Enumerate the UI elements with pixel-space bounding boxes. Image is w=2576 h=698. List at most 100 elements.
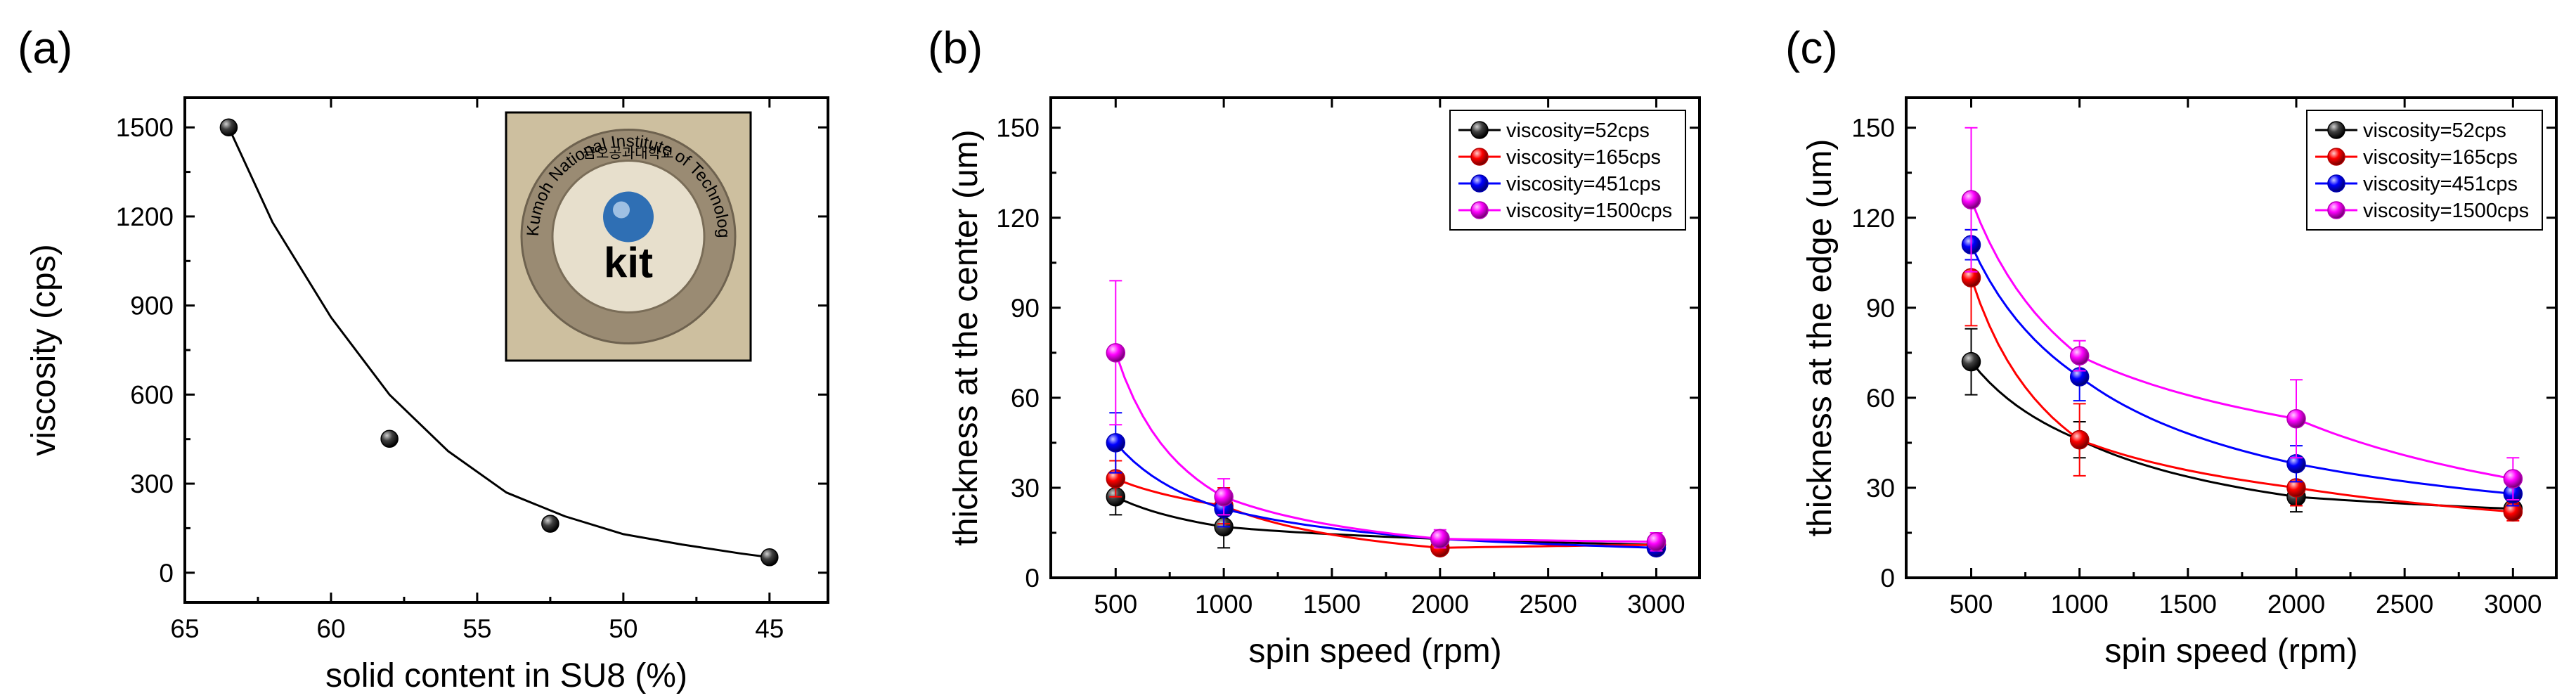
data-point xyxy=(1106,433,1126,453)
x-tick-label: 1000 xyxy=(2051,590,2109,619)
x-axis-title: spin speed (rpm) xyxy=(1248,633,1501,670)
y-axis-title: thickness at the edge (um) xyxy=(1801,139,1839,537)
panel-label: (c) xyxy=(1785,22,1838,73)
y-tick-label: 60 xyxy=(1866,384,1895,413)
data-point xyxy=(2069,346,2090,366)
fit-curve xyxy=(1970,277,2513,513)
seal-drop-highlight xyxy=(613,201,630,219)
y-tick-label: 30 xyxy=(1866,474,1895,503)
x-tick-label: 50 xyxy=(609,614,637,643)
chart-panel-c: (c) 500 1000 1500 2000 2500 3000 0 30 60 90 120 150 s… xyxy=(1785,22,2558,670)
y-axis-title: viscosity (cps) xyxy=(25,244,63,455)
chart-panel-a: (a) 65 60 55 50 45 0 300 600 900 1200 1500 solid con… xyxy=(0,0,829,694)
data-point xyxy=(2503,469,2523,489)
legend-label: viscosity=1500cps xyxy=(2363,200,2529,222)
fit-curve xyxy=(228,127,770,559)
y-tick-label: 150 xyxy=(996,114,1040,143)
y-tick-label: 300 xyxy=(130,470,174,498)
legend-label: viscosity=165cps xyxy=(1506,146,1661,169)
y-tick-label: 0 xyxy=(159,559,174,588)
x-tick-label: 3000 xyxy=(1627,590,1685,619)
fit-curve xyxy=(1114,352,1657,543)
seal-kit-text: kit xyxy=(604,240,653,287)
seal-top-text: 금오공과대학교 xyxy=(583,146,674,162)
legend-marker xyxy=(1470,148,1489,166)
legend-label: viscosity=451cps xyxy=(1506,173,1661,195)
data-point xyxy=(1961,190,1981,209)
inset-logo: Kumoh National Institute of Technology금오… xyxy=(0,0,752,362)
series-viscosity=1500cps xyxy=(1106,280,1666,552)
y-tick-label: 120 xyxy=(996,204,1040,233)
y-tick-label: 0 xyxy=(1880,564,1895,593)
x-tick-label: 60 xyxy=(316,614,345,643)
legend: viscosity=52cps viscosity=165cps viscosity… xyxy=(2306,110,2543,231)
seal-blue-drop xyxy=(603,191,654,243)
legend: viscosity=52cps viscosity=165cps viscosity… xyxy=(1449,110,1686,231)
fit-curve xyxy=(1115,496,1657,546)
data-point xyxy=(1106,343,1126,363)
x-tick-label: 1000 xyxy=(1195,590,1253,619)
plot-frame xyxy=(1905,96,2558,579)
y-tick-label: 90 xyxy=(1011,294,1040,323)
legend-label: viscosity=52cps xyxy=(2363,119,2506,142)
x-axis-title: spin speed (rpm) xyxy=(2104,633,2357,670)
legend-marker xyxy=(2327,148,2345,166)
x-tick-label: 65 xyxy=(170,614,199,643)
panel-label: (a) xyxy=(18,22,72,73)
legend-label: viscosity=451cps xyxy=(2363,173,2518,195)
fit-curve xyxy=(1115,441,1657,549)
x-tick-label: 2000 xyxy=(1411,590,1469,619)
x-tick-label: 2000 xyxy=(2267,590,2325,619)
series-viscosity=1500cps xyxy=(1961,127,2523,501)
data-point xyxy=(1646,532,1666,552)
y-tick-label: 30 xyxy=(1011,474,1040,503)
legend-marker xyxy=(2327,121,2345,139)
panel-label: (b) xyxy=(928,22,983,73)
x-tick-label: 500 xyxy=(1094,590,1137,619)
data-point xyxy=(2069,429,2090,450)
legend-marker xyxy=(2327,201,2345,219)
x-tick-label: 2500 xyxy=(2376,590,2433,619)
series-viscosity=52cps xyxy=(1961,328,2523,519)
fit-curve xyxy=(1970,244,2513,495)
legend-marker xyxy=(1470,201,1489,219)
data-point xyxy=(1430,529,1450,549)
y-tick-label: 90 xyxy=(1866,294,1895,323)
y-tick-label: 120 xyxy=(1851,204,1895,233)
legend-marker xyxy=(1470,174,1489,193)
series-viscosity=451cps xyxy=(1106,412,1666,558)
data-point xyxy=(219,118,238,136)
y-tick-label: 600 xyxy=(130,380,174,409)
data-point xyxy=(1214,486,1234,507)
x-tick-label: 1500 xyxy=(2159,590,2217,619)
y-tick-label: 60 xyxy=(1011,384,1040,413)
y-tick-label: 0 xyxy=(1025,564,1040,593)
legend-marker xyxy=(2327,174,2345,193)
x-tick-label: 2500 xyxy=(1519,590,1577,619)
data-point xyxy=(541,515,559,533)
x-tick-label: 45 xyxy=(755,614,784,643)
y-axis-title: thickness at the center (um) xyxy=(947,129,985,545)
x-tick-label: 55 xyxy=(462,614,491,643)
plot-frame xyxy=(1049,96,1701,579)
data-point xyxy=(1961,351,1981,372)
y-tick-label: 900 xyxy=(130,292,174,321)
legend-marker xyxy=(1470,121,1489,139)
y-tick-label: 1200 xyxy=(116,202,174,231)
fit-curve xyxy=(1970,361,2513,510)
chart-panel-b: (b) 500 1000 1500 2000 2500 3000 0 30 60 90 120 150 s… xyxy=(928,22,1701,670)
data-point xyxy=(760,548,779,567)
x-tick-label: 1500 xyxy=(1303,590,1361,619)
x-axis-title: solid content in SU8 (%) xyxy=(325,657,687,694)
data-point xyxy=(2286,409,2306,429)
x-tick-label: 500 xyxy=(1950,590,1993,619)
series-viscosity=165cps xyxy=(1961,228,2523,522)
y-tick-label: 1500 xyxy=(116,113,174,142)
legend-label: viscosity=1500cps xyxy=(1506,200,1672,222)
data-point xyxy=(380,429,399,448)
legend-label: viscosity=165cps xyxy=(2363,146,2518,169)
legend-label: viscosity=52cps xyxy=(1506,119,1650,142)
y-tick-label: 150 xyxy=(1851,114,1895,143)
fit-curve xyxy=(1970,199,2513,480)
